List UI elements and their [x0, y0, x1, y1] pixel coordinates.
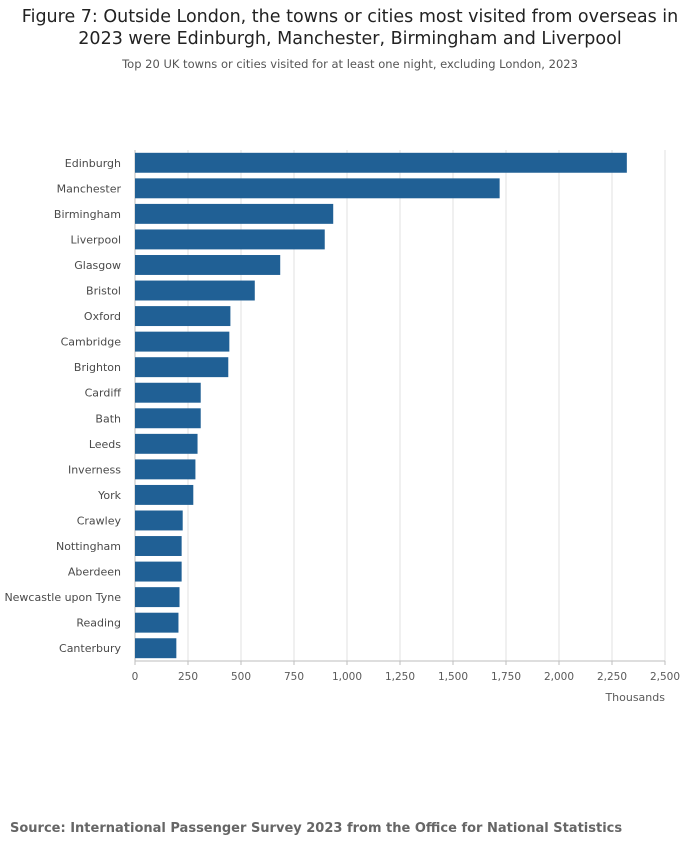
bar-cambridge	[135, 331, 230, 352]
x-tick-label: 2,500	[650, 671, 680, 683]
bar-bath	[135, 408, 201, 429]
bar-glasgow	[135, 255, 281, 275]
bar-brighton	[135, 357, 229, 378]
category-label: Nottingham	[56, 540, 121, 553]
x-tick-label: 1,500	[438, 671, 468, 683]
chart-title: Figure 7: Outside London, the towns or c…	[21, 7, 679, 49]
bar-manchester	[135, 178, 500, 199]
bar-reading	[135, 612, 179, 633]
bar-liverpool	[135, 229, 325, 250]
x-tick-label: 1,750	[491, 671, 521, 683]
category-label: York	[97, 489, 122, 502]
bar-oxford	[135, 306, 231, 327]
x-tick-label: 2,250	[597, 671, 627, 683]
category-label: Oxford	[84, 310, 121, 323]
category-label: Manchester	[57, 182, 122, 195]
x-tick-label: 250	[178, 671, 198, 683]
bar-cardiff	[135, 382, 201, 403]
category-label: Brighton	[74, 361, 121, 374]
category-label: Newcastle upon Tyne	[4, 591, 121, 604]
x-tick-label: 1,250	[385, 671, 415, 683]
x-axis-label: Thousands	[604, 691, 665, 704]
x-tick-label: 2,000	[544, 671, 574, 683]
bar-canterbury	[135, 638, 177, 659]
bar-leeds	[135, 433, 198, 454]
category-label: Cambridge	[61, 336, 122, 349]
chart-subtitle: Top 20 UK towns or cities visited for at…	[122, 57, 578, 71]
bar-inverness	[135, 459, 196, 480]
category-label: Bristol	[86, 285, 121, 298]
category-label: Cardiff	[85, 387, 122, 400]
bar-edinburgh	[135, 152, 627, 173]
bar-york	[135, 484, 194, 505]
category-label: Canterbury	[59, 642, 121, 655]
x-tick-label: 1,000	[332, 671, 362, 683]
category-label: Birmingham	[54, 208, 121, 221]
bar-newcastle-upon-tyne	[135, 587, 180, 608]
x-tick-label: 500	[231, 671, 251, 683]
category-label: Crawley	[77, 514, 122, 527]
category-label: Glasgow	[74, 259, 121, 272]
source-note: Source: International Passenger Survey 2…	[10, 821, 623, 836]
x-tick-label: 0	[132, 671, 139, 683]
category-label: Inverness	[68, 463, 121, 476]
category-label: Edinburgh	[65, 157, 121, 170]
x-tick-label: 750	[284, 671, 304, 683]
bar-nottingham	[135, 536, 182, 556]
category-label: Leeds	[89, 438, 121, 451]
bar-birmingham	[135, 203, 334, 224]
category-label: Liverpool	[71, 233, 121, 246]
category-label: Aberdeen	[68, 566, 121, 579]
category-label: Reading	[76, 617, 121, 630]
category-label: Bath	[95, 412, 121, 425]
bar-aberdeen	[135, 561, 182, 582]
bar-crawley	[135, 510, 183, 531]
bar-bristol	[135, 280, 255, 301]
